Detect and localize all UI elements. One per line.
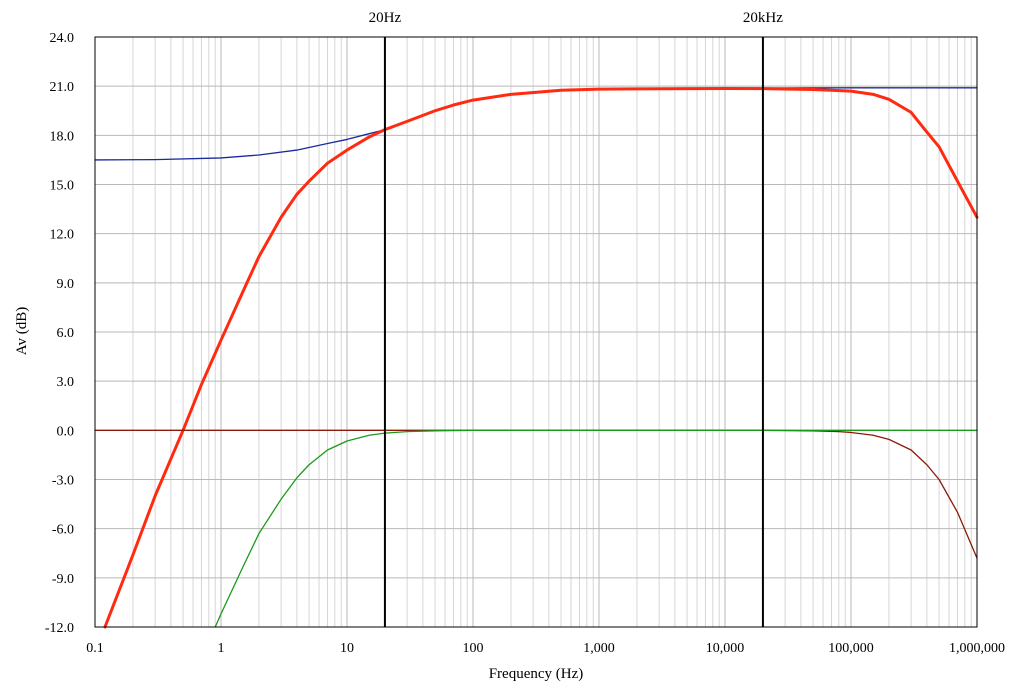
y-tick-label: 18.0: [50, 129, 75, 144]
x-tick-labels: 0.1 1 10 100 1,000 10,000 100,000 1,000,000: [86, 641, 1005, 656]
marker-label: 20Hz: [369, 10, 402, 26]
y-tick-label: -6.0: [52, 523, 74, 538]
x-tick-label: 0.1: [86, 641, 104, 656]
series-line-4: [214, 429, 978, 628]
y-tick-label: 21.0: [50, 80, 75, 95]
y-tick-label: 3.0: [57, 375, 75, 390]
x-tick-label: 100: [463, 641, 484, 656]
marker-label: 20kHz: [743, 10, 783, 26]
x-tick-label: 10,000: [706, 641, 745, 656]
y-tick-label: 24.0: [50, 31, 75, 46]
series-line-3: [94, 429, 978, 559]
x-axis-label: Frequency (Hz): [489, 666, 584, 682]
y-tick-label: -9.0: [52, 572, 74, 587]
y-tick-label: 6.0: [57, 326, 75, 341]
plot-frame: [94, 36, 978, 628]
x-tick-label: 1,000: [583, 641, 615, 656]
y-tick-labels: 24.0 21.0 18.0 15.0 12.0 9.0 6.0 3.0 0.0 -3.0 -6.0…: [45, 31, 74, 636]
x-tick-label: 10: [340, 641, 354, 656]
y-tick-label: -3.0: [52, 474, 74, 489]
y-tick-label: 15.0: [50, 179, 75, 194]
x-tick-label: 1,000,000: [949, 641, 1005, 656]
major-gridlines: [94, 36, 978, 628]
x-tick-label: 100,000: [828, 641, 874, 656]
y-tick-label: -12.0: [45, 621, 74, 636]
series-line-1: [94, 87, 978, 161]
series-line-2: [103, 86, 979, 629]
frequency-markers: 20Hz 20kHz: [369, 10, 783, 627]
y-axis-label: Av (dB): [14, 307, 30, 355]
series-layer: [94, 86, 979, 629]
y-tick-label: 0.0: [57, 424, 75, 439]
y-tick-label: 12.0: [50, 228, 75, 243]
x-tick-label: 1: [218, 641, 225, 656]
y-tick-label: 9.0: [57, 277, 75, 292]
